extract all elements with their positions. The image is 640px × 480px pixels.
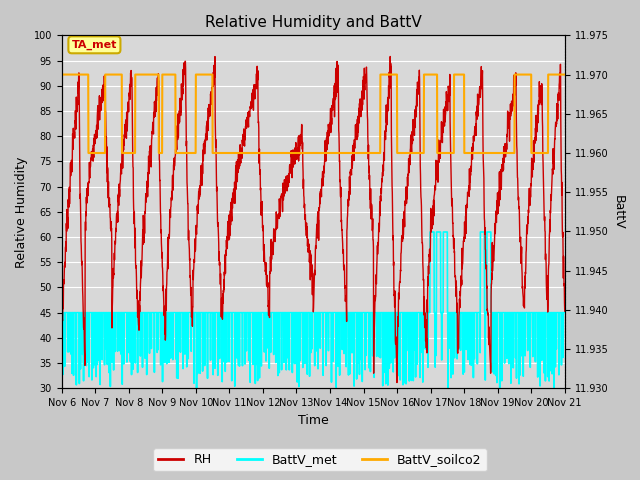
Legend: RH, BattV_met, BattV_soilco2: RH, BattV_met, BattV_soilco2	[154, 448, 486, 471]
Y-axis label: BattV: BattV	[612, 194, 625, 229]
Y-axis label: Relative Humidity: Relative Humidity	[15, 156, 28, 267]
Title: Relative Humidity and BattV: Relative Humidity and BattV	[205, 15, 422, 30]
X-axis label: Time: Time	[298, 414, 328, 427]
Text: TA_met: TA_met	[72, 40, 117, 50]
